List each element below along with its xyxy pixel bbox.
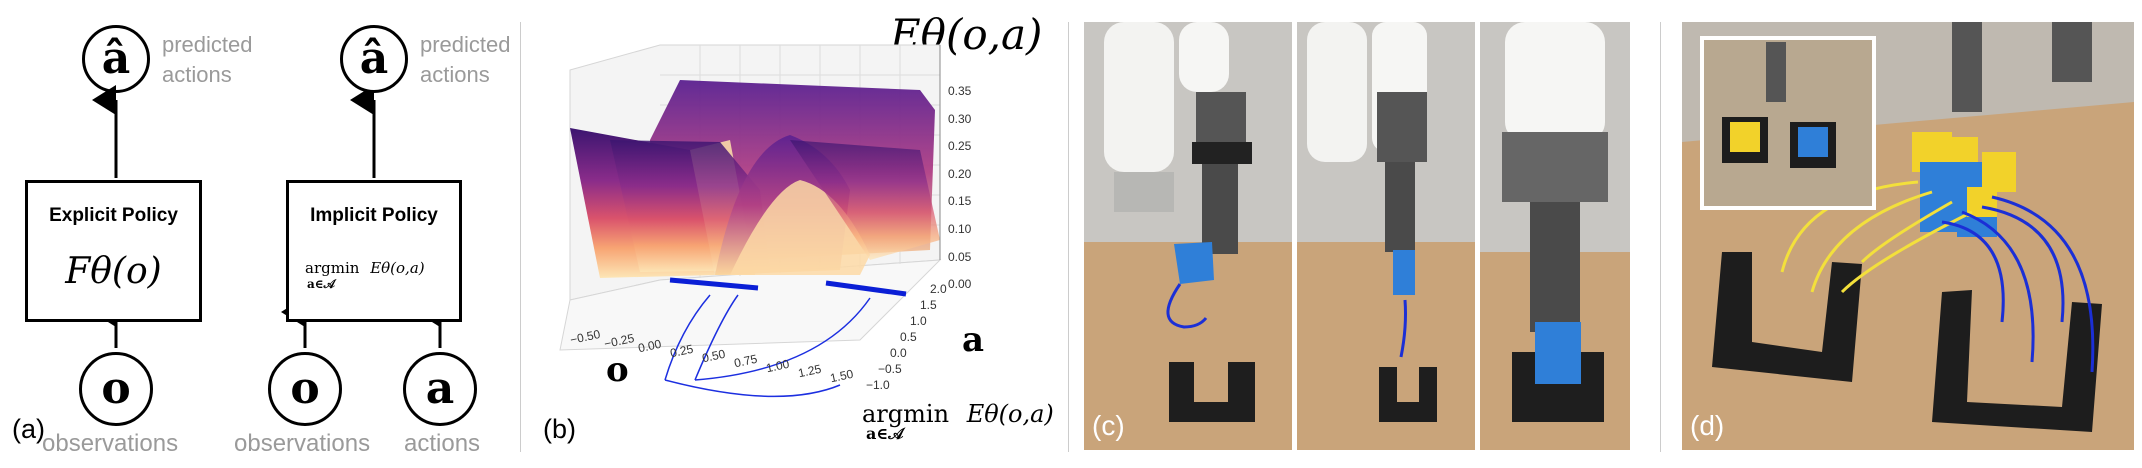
blue-block-3 [1535,322,1581,384]
divider-ab [520,22,521,452]
action-node-implicit: a [403,352,477,426]
y-axis-label: a [962,320,985,360]
argmin-line-right [825,280,907,297]
trajectory-arrow-2 [1399,299,1407,358]
predicted-action-node-implicit: â [340,25,408,93]
panel-d-label: (d) [1690,410,1725,441]
robot-photo-2 [1297,22,1475,450]
argmin-annotation: argmin Eθ(o,a) a∈𝒜 [862,400,1054,443]
robot-photo-1 [1084,22,1292,450]
blue-trajectories [1941,195,2095,373]
implicit-formula: argmin Eθ(o,a) a∈𝒜 [305,259,425,291]
implicit-policy-box: Implicit Policy argmin Eθ(o,a) a∈𝒜 [286,180,462,322]
block-cluster [1912,132,2016,237]
observations-label-explicit: observations [42,430,179,457]
observation-node-implicit: o [268,352,342,426]
explicit-policy-box: Explicit Policy Fθ(o) [25,180,202,322]
divider-bc [1068,22,1069,452]
panel-c-label: (c) [1092,410,1125,441]
energy-surface-plot [559,44,942,398]
robot-photo-3 [1480,22,1630,450]
trajectory-arrow-1 [1166,283,1208,329]
panel-a-label: (a) [12,414,45,444]
y-axis-ticks: 2.0 1.5 1.0 0.5 0.0 −0.5 −1.0 [866,282,947,392]
divider-cd [1660,22,1661,452]
yellow-tray [1712,252,1862,382]
predicted-actions-label-implicit: predicted actions [420,32,511,87]
argmin-line-left [669,277,759,291]
blue-tray [1932,290,2102,432]
explicit-policy-title: Explicit Policy [49,205,178,226]
blue-block-1 [1174,242,1214,284]
observation-node-explicit: o [79,352,153,426]
sorting-photo [1682,22,2134,450]
implicit-policy-title: Implicit Policy [310,205,438,226]
observations-label-implicit: observations [234,430,371,457]
z-axis-ticks: 0.35 0.30 0.25 0.20 0.15 0.10 0.05 0.00 [948,84,972,292]
explicit-formula: Fθ(o) [65,251,162,292]
x-axis-label: o [606,350,629,390]
blue-block-2 [1393,250,1415,295]
predicted-action-node-explicit: â [82,25,150,93]
panel-b-label: (b) [543,414,576,444]
actions-label-implicit: actions [404,430,481,457]
annotation-arrow-1 [664,294,711,381]
predicted-actions-label-explicit: predicted actions [162,32,253,87]
